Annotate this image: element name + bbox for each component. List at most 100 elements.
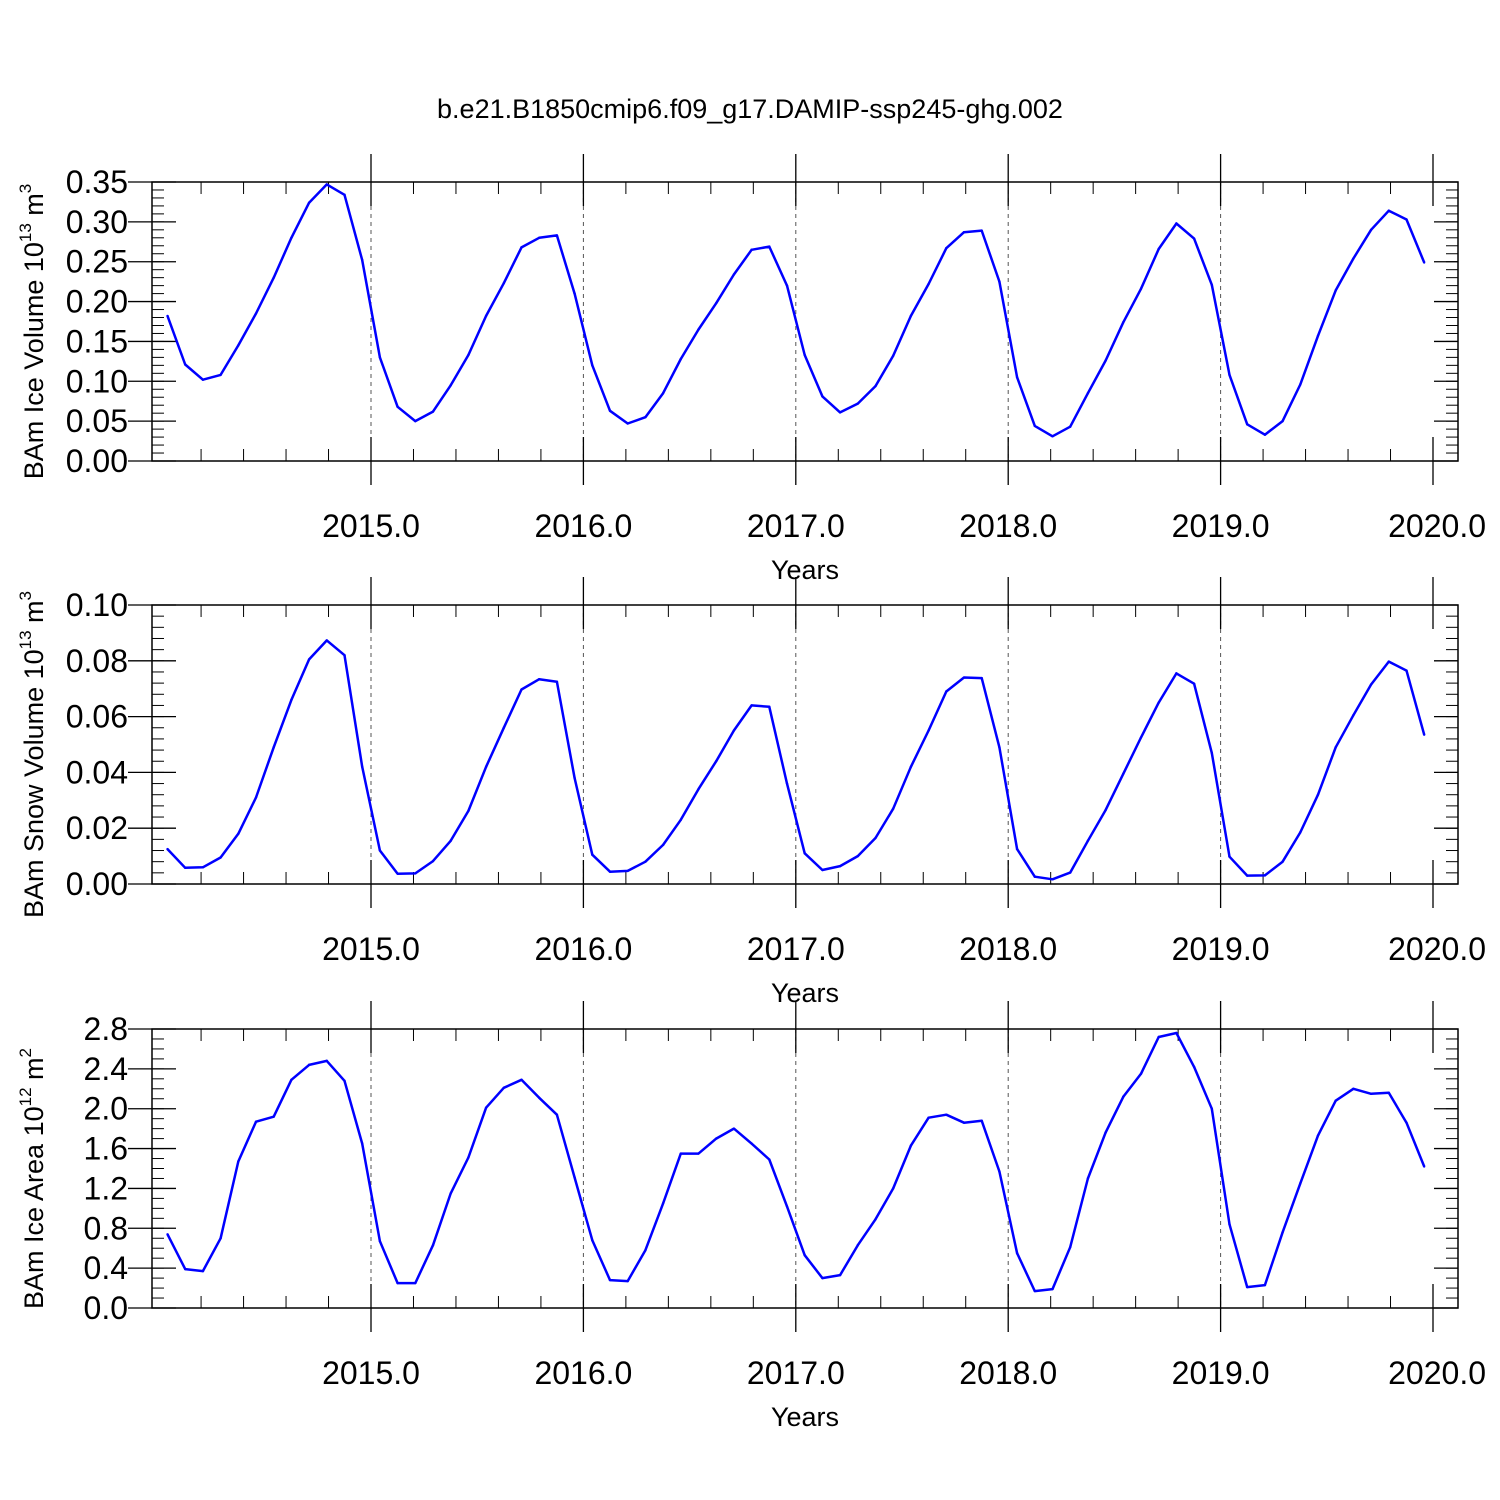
data-point (449, 384, 452, 387)
y-tick-label: 0.15 (66, 323, 128, 359)
data-point (626, 1279, 629, 1283)
data-point (803, 852, 806, 855)
y-axis-label-unit: m (19, 193, 49, 223)
y-tick-label: 0.06 (66, 699, 128, 735)
data-point (1086, 839, 1090, 842)
data-point (343, 193, 346, 196)
data-point (750, 248, 753, 251)
series-line (166, 639, 1426, 881)
data-point (1192, 1065, 1196, 1069)
data-point (1122, 1095, 1125, 1098)
y-tick-label: 0.0 (84, 1290, 128, 1326)
data-point (803, 1253, 806, 1257)
data-point (1263, 1283, 1267, 1287)
x-tick-label: 2016.0 (534, 1355, 632, 1391)
data-point (679, 357, 683, 361)
data-point (1281, 1231, 1284, 1234)
data-point (856, 854, 859, 858)
data-point (980, 1119, 983, 1122)
data-point (608, 1278, 612, 1282)
x-axis-label: Years (771, 1402, 839, 1432)
data-point (378, 849, 382, 852)
data-point (679, 1152, 683, 1155)
data-point (644, 1249, 647, 1252)
data-point (325, 639, 329, 642)
data-point (272, 276, 275, 279)
panel-snow-volume: 0.00 0.02 0.04 0.06 0.08 0.10 2015.0 2016.0 2017… (16, 577, 1486, 1008)
data-point (343, 654, 346, 657)
data-point (945, 690, 948, 693)
data-point (555, 1113, 559, 1116)
data-point (502, 282, 506, 285)
y-axis-label: BAm Ice Volume 1013 m3 (16, 184, 49, 480)
data-point (1369, 228, 1373, 232)
data-point (325, 1059, 329, 1063)
data-point (1210, 751, 1213, 755)
y-axis-label: BAm Ice Area 1012 m2 (16, 1048, 49, 1309)
data-point (166, 1233, 169, 1236)
data-point (467, 1156, 470, 1159)
data-point (237, 832, 240, 835)
x-tick-label: 2016.0 (534, 931, 632, 967)
data-point (1157, 247, 1160, 251)
data-point (1334, 746, 1337, 749)
data-point (732, 1127, 736, 1130)
data-point (254, 1120, 258, 1123)
data-point (201, 1269, 205, 1273)
data-point (750, 1142, 753, 1145)
data-point (1122, 321, 1125, 324)
y-tick-label: 0.05 (66, 403, 128, 439)
data-point (1369, 683, 1373, 686)
data-point (538, 236, 541, 239)
y-axis-label-main: BAm Ice Volume 10 (19, 242, 49, 479)
data-point (714, 760, 718, 763)
data-point (856, 1244, 859, 1247)
data-point (591, 1239, 594, 1242)
data-point (1387, 660, 1390, 663)
x-tick-label: 2017.0 (747, 931, 845, 967)
data-point (484, 765, 488, 769)
data-point (909, 765, 913, 769)
x-tick-label: 2020.0 (1388, 508, 1486, 544)
data-point (166, 314, 169, 318)
data-point (1299, 1182, 1302, 1185)
x-tick-label: 2016.0 (534, 508, 632, 544)
data-point (1033, 424, 1036, 428)
y-axis-label-unit: m (19, 600, 49, 630)
data-point (272, 746, 275, 749)
data-point (431, 410, 435, 413)
data-point (201, 866, 205, 869)
y-tick-label: 0.4 (84, 1250, 128, 1286)
data-point (732, 729, 736, 732)
data-point (1033, 1289, 1036, 1293)
data-point (1263, 433, 1267, 436)
x-tick-label: 2018.0 (959, 508, 1057, 544)
data-point (1352, 257, 1355, 260)
data-point (750, 704, 753, 707)
data-point (201, 378, 205, 381)
data-point (1228, 373, 1231, 377)
data-point (891, 354, 895, 357)
data-point (538, 1096, 541, 1099)
y-axis-label-main: BAm Ice Area 10 (19, 1106, 49, 1309)
y-tick-label: 1.6 (84, 1131, 128, 1167)
data-point (1015, 1251, 1019, 1255)
data-point (1139, 1072, 1143, 1076)
data-point (484, 1106, 488, 1109)
y-tick-label: 0.20 (66, 284, 128, 320)
data-point (1299, 383, 1302, 386)
data-point (697, 787, 700, 791)
data-point (555, 680, 559, 683)
data-point (484, 314, 488, 318)
data-point (290, 1078, 293, 1082)
data-point (626, 869, 629, 873)
y-tick-label: 0.10 (66, 363, 128, 399)
y-tick-label: 2.4 (84, 1051, 128, 1087)
data-point (909, 1144, 913, 1147)
data-point (1104, 808, 1107, 812)
data-point (467, 353, 470, 357)
data-point (378, 356, 382, 359)
data-point (237, 1160, 240, 1163)
data-point (962, 676, 966, 679)
data-point (1210, 1107, 1213, 1110)
